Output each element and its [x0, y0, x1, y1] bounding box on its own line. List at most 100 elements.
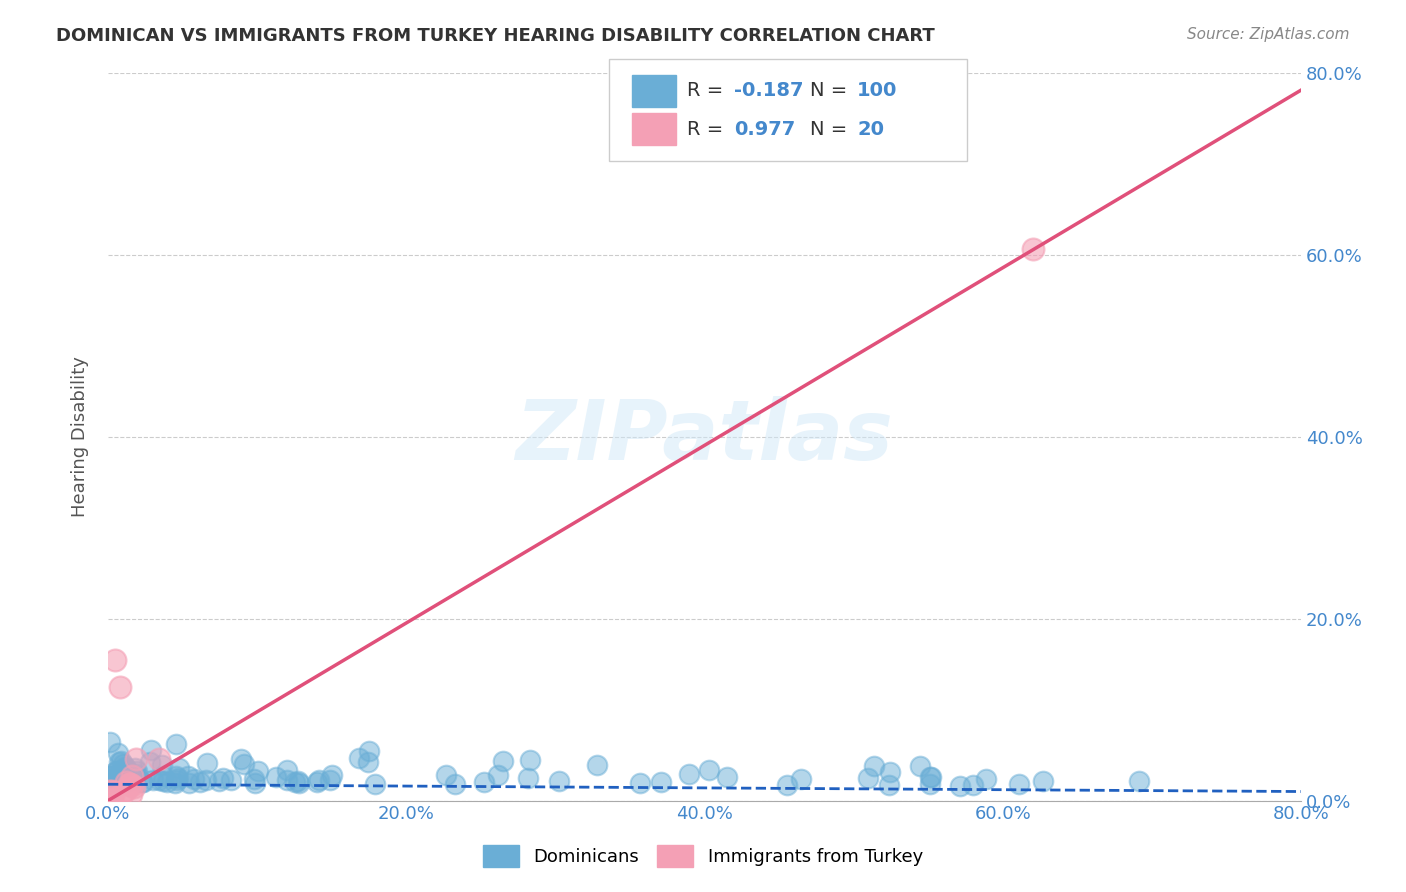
Point [219, 772, 242, 787]
Point [628, 776, 651, 790]
Point [517, 771, 540, 785]
Point [100, 769, 122, 783]
Point [908, 759, 931, 773]
Point [444, 777, 467, 791]
Point [104, 653, 127, 667]
Point [264, 770, 287, 784]
Point [195, 772, 218, 787]
Point [98, 784, 121, 798]
Text: ZIPatlas: ZIPatlas [516, 396, 893, 477]
Point [349, 751, 371, 765]
Point [120, 772, 142, 787]
Point [492, 755, 515, 769]
Legend: Dominicans, Immigrants from Turkey: Dominicans, Immigrants from Turkey [475, 838, 931, 874]
Point [920, 770, 942, 784]
Point [98, 734, 121, 748]
Point [163, 776, 186, 790]
Text: 0.977: 0.977 [734, 120, 796, 139]
Point [103, 785, 125, 799]
Point [101, 774, 124, 789]
Text: 100: 100 [858, 80, 897, 100]
Point [132, 775, 155, 789]
Point [918, 777, 941, 791]
Point [139, 756, 162, 770]
Point [114, 760, 136, 774]
Point [124, 780, 146, 794]
Point [118, 777, 141, 791]
Point [115, 782, 138, 797]
Point [125, 752, 148, 766]
Point [112, 772, 135, 787]
Point [165, 769, 187, 783]
Point [107, 746, 129, 760]
Point [122, 772, 145, 786]
Point [124, 761, 146, 775]
Point [195, 756, 218, 771]
Point [863, 759, 886, 773]
Text: N =: N = [810, 120, 853, 139]
Point [141, 743, 163, 757]
Point [127, 764, 149, 778]
Point [949, 779, 972, 793]
Point [519, 753, 541, 767]
Text: 20: 20 [858, 120, 884, 139]
FancyBboxPatch shape [609, 59, 967, 161]
Point [877, 779, 900, 793]
Point [120, 787, 142, 801]
Point [167, 761, 190, 775]
Point [586, 757, 609, 772]
Point [120, 777, 142, 791]
Point [879, 764, 901, 779]
Point [110, 772, 132, 787]
Point [211, 771, 233, 785]
Point [183, 772, 205, 786]
Point [287, 774, 309, 789]
Point [276, 773, 298, 788]
Point [101, 793, 124, 807]
Point [108, 680, 131, 694]
Point [148, 773, 170, 788]
Point [121, 778, 143, 792]
Point [231, 752, 253, 766]
Point [276, 763, 298, 777]
Point [111, 773, 134, 788]
Point [150, 757, 173, 772]
Point [110, 754, 132, 768]
Point [357, 756, 380, 770]
Point [472, 775, 495, 789]
Point [208, 773, 231, 788]
Point [112, 763, 135, 777]
Point [548, 774, 571, 789]
Point [307, 775, 329, 789]
Point [1008, 777, 1031, 791]
Point [962, 778, 984, 792]
Text: R =: R = [686, 120, 730, 139]
Point [243, 776, 266, 790]
Point [246, 764, 269, 778]
Point [100, 793, 122, 807]
Point [111, 766, 134, 780]
Point [114, 775, 136, 789]
Point [152, 769, 174, 783]
Text: Source: ZipAtlas.com: Source: ZipAtlas.com [1187, 27, 1350, 42]
Point [101, 784, 124, 798]
Point [233, 757, 256, 772]
Point [188, 775, 211, 789]
Point [776, 779, 799, 793]
Point [98, 793, 121, 807]
Point [1021, 242, 1043, 256]
Text: R =: R = [686, 80, 730, 100]
Point [111, 784, 134, 798]
Point [148, 751, 170, 765]
Point [156, 775, 179, 789]
Point [308, 773, 330, 788]
Point [856, 771, 879, 785]
Point [486, 768, 509, 782]
Point [122, 768, 145, 782]
Point [678, 767, 700, 781]
Point [920, 770, 942, 784]
Point [108, 755, 131, 769]
Point [650, 775, 672, 789]
Point [319, 772, 342, 787]
Y-axis label: Hearing Disability: Hearing Disability [72, 357, 89, 517]
